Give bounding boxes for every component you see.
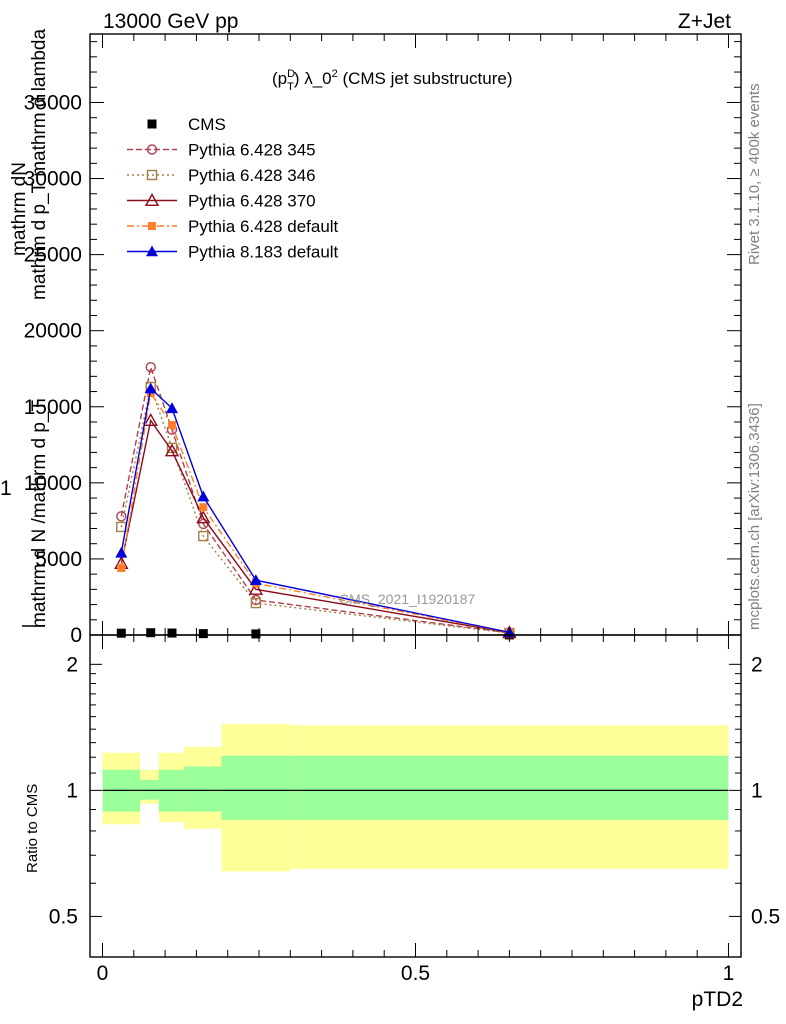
series-line-p370 <box>120 418 510 634</box>
main-y-tick-label: 30000 <box>24 168 82 191</box>
legend-label: Pythia 6.428 345 <box>188 141 316 160</box>
data-point-p370 <box>143 413 158 426</box>
ratio-y-tick-label-right: 2 <box>751 653 763 676</box>
mcplots-label: mcplots.cern.ch [arXiv:1306.3436] <box>746 403 763 630</box>
x-tick-label: 1 <box>723 962 735 985</box>
plot-title: (pD T) λ_02 (CMS jet substructure) <box>272 68 513 93</box>
main-y-axis-label: mathrm dN mathrm d p_T mathrm d lambda 1… <box>0 29 50 628</box>
x-tick-label: 0.5 <box>401 962 430 985</box>
legend-entry-p346: Pythia 6.428 346 <box>127 166 316 185</box>
data-point-p8def <box>197 490 210 502</box>
rivet-label: Rivet 3.1.10, ≥ 400k events <box>746 83 763 265</box>
data-point-p346 <box>198 530 209 542</box>
ratio-axes: 0.5 0.5 1 1 2 2 0 0.5 1 <box>49 634 780 985</box>
ratio-inner-band-bin <box>290 755 729 820</box>
main-y-tick-label: 15000 <box>24 396 82 419</box>
data-point-p370 <box>248 581 264 595</box>
series-line-p6def <box>120 391 510 634</box>
main-y-tick-label: 10000 <box>24 472 82 495</box>
legend-label: CMS <box>188 115 226 134</box>
data-point-cms <box>251 629 261 639</box>
main-plot-area <box>114 362 517 640</box>
legend: CMS Pythia 6.428 345 Pythia 6.428 346 Pythi… <box>127 115 339 262</box>
data-point-p370 <box>196 510 211 524</box>
legend-marker <box>144 193 160 207</box>
svg-text:(pDT) λ_02 (CMS jet substructu: (pD T) λ_02 (CMS jet substructure) <box>272 68 513 93</box>
legend-label: Pythia 6.428 346 <box>188 166 316 185</box>
legend-entry-p370: Pythia 6.428 370 <box>127 192 316 211</box>
main-y-tick-label: 25000 <box>24 244 82 267</box>
data-point-p345 <box>145 362 156 373</box>
data-point-p6def <box>117 564 126 573</box>
legend-marker <box>147 119 157 129</box>
legend-label: Pythia 6.428 370 <box>188 192 316 211</box>
ylabel-numerator: mathrm dN <box>9 162 30 256</box>
main-y-tick-label: 0 <box>70 624 82 647</box>
x-tick-label: 0 <box>97 962 109 985</box>
ratio-inner-band-bin <box>183 766 222 812</box>
ratio-y-tick-label: 1 <box>66 779 78 802</box>
data-point-p8def <box>166 402 179 414</box>
data-point-p346 <box>250 597 262 609</box>
data-point-cms <box>198 629 208 639</box>
legend-entry-cms: CMS <box>147 115 226 134</box>
process-label: Z+Jet <box>678 10 731 33</box>
data-point-p6def <box>199 503 208 512</box>
analysis-watermark: CMS_2021_I1920187 <box>339 591 475 607</box>
ratio-inner-band-bin <box>221 755 291 820</box>
data-point-p8def <box>144 382 157 394</box>
ratio-y-tick-label: 0.5 <box>49 905 78 928</box>
main-axes: 0 5000 10000 15000 20000 25000 30000 35000 <box>24 33 742 647</box>
data-point-p8def <box>249 574 262 586</box>
ratio-y-axis-label: Ratio to CMS <box>24 784 41 873</box>
data-point-p370 <box>164 443 180 457</box>
main-y-tick-label: 20000 <box>24 320 82 343</box>
legend-label: Pythia 8.183 default <box>188 243 339 262</box>
data-point-cms <box>146 628 156 638</box>
main-y-tick-label: 5000 <box>35 548 82 571</box>
data-point-cms <box>116 628 126 638</box>
legend-entry-p6def: Pythia 6.428 default <box>127 217 339 236</box>
data-point-p8def <box>115 546 128 558</box>
ratio-y-tick-label-right: 1 <box>751 779 763 802</box>
legend-marker <box>148 222 156 230</box>
x-axis-label: pTD2 <box>692 988 743 1011</box>
series-line-p8def <box>120 387 510 633</box>
ylabel-denominator-0: mathrm d N /mathrm d p_T <box>29 400 50 628</box>
ratio-y-tick-label: 2 <box>66 653 78 676</box>
data-point-p6def <box>168 421 177 430</box>
data-point-cms <box>167 628 177 638</box>
ratio-inner-band-bin <box>140 779 159 800</box>
legend-marker <box>146 169 158 181</box>
legend-entry-p345: Pythia 6.428 345 <box>127 141 316 160</box>
main-y-tick-label: 35000 <box>24 91 82 114</box>
legend-marker <box>146 245 158 257</box>
ylabel-one: 1 <box>0 477 12 500</box>
legend-marker <box>146 144 158 155</box>
legend-entry-p8def: Pythia 8.183 default <box>127 243 339 262</box>
energy-label: 13000 GeV pp <box>103 10 238 33</box>
ratio-y-tick-label-right: 0.5 <box>751 905 780 928</box>
legend-label: Pythia 6.428 default <box>188 217 339 236</box>
ylabel-denominator-1: mathrm d p_T mathrm d lambda <box>29 29 50 300</box>
data-point-p345 <box>116 511 127 522</box>
